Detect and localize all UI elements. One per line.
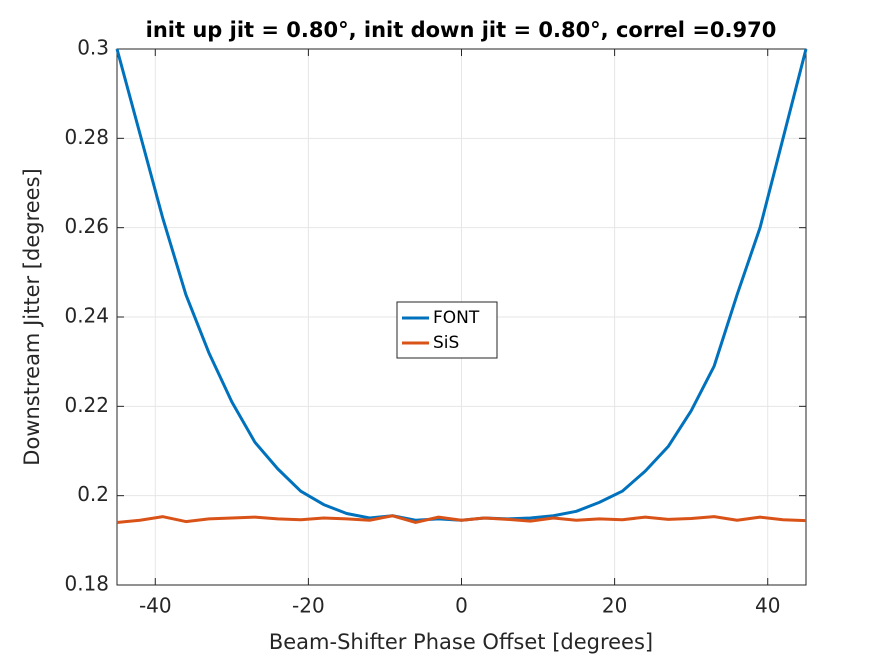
legend-box (396, 301, 498, 359)
x-tick-label: 20 (602, 594, 627, 618)
x-tick-label: -40 (139, 594, 172, 618)
y-tick-label: 0.26 (64, 214, 109, 238)
legend-label: SiS (433, 333, 459, 353)
y-tick-label: 0.3 (77, 36, 109, 60)
y-axis-label: Downstream Jitter [degrees] (20, 168, 44, 465)
chart-title: init up jit = 0.80°, init down jit = 0.8… (146, 18, 777, 42)
legend-label: FONT (433, 308, 480, 328)
series-line (116, 514, 807, 524)
x-tick-label: 40 (755, 594, 780, 618)
axes-box (116, 48, 807, 586)
x-tick-label: 0 (455, 594, 468, 618)
y-tick-label: 0.2 (77, 482, 109, 506)
x-tick-label: -20 (292, 594, 325, 618)
x-axis-label: Beam-Shifter Phase Offset [degrees] (269, 630, 653, 654)
y-tick-label: 0.22 (64, 393, 109, 417)
y-tick-label: 0.18 (64, 572, 109, 596)
y-tick-label: 0.24 (64, 304, 109, 328)
y-tick-label: 0.28 (64, 125, 109, 149)
